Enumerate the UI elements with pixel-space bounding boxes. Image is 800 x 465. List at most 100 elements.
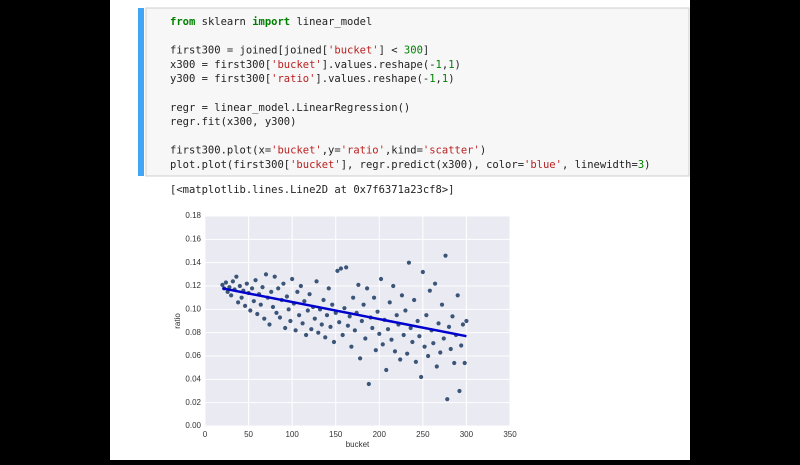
scatter-point bbox=[391, 283, 396, 289]
scatter-point bbox=[276, 286, 281, 291]
code-line: y300 = first300['ratio'].values.reshape(… bbox=[170, 73, 455, 85]
y-tick-label: 0.06 bbox=[185, 351, 201, 360]
scatter-point bbox=[286, 307, 291, 312]
cell-selection-bar bbox=[138, 8, 144, 176]
scatter-point bbox=[230, 279, 235, 284]
scatter-point bbox=[375, 309, 380, 314]
scatter-point bbox=[220, 282, 225, 287]
scatter-point bbox=[412, 297, 417, 303]
code-line: plot.plot(first300['bucket'], regr.predi… bbox=[170, 159, 650, 171]
scatter-point bbox=[455, 293, 460, 298]
x-tick-label: 50 bbox=[244, 430, 253, 439]
scatter-point bbox=[331, 339, 337, 345]
plot-area bbox=[205, 216, 510, 426]
scatter-point bbox=[457, 388, 462, 394]
scatter-point bbox=[358, 356, 363, 361]
scatter-point bbox=[251, 299, 256, 304]
x-tick-label: 100 bbox=[285, 430, 299, 439]
scatter-point bbox=[405, 351, 410, 356]
scatter-point bbox=[227, 285, 232, 290]
scatter-point bbox=[443, 253, 448, 258]
code-line: regr.fit(x300, y300) bbox=[170, 116, 296, 128]
x-tick-label: 300 bbox=[460, 430, 474, 439]
code-line: regr = linear_model.LinearRegression() bbox=[170, 102, 410, 114]
scatter-point bbox=[448, 346, 453, 352]
scatter-point bbox=[419, 374, 424, 380]
scatter-point bbox=[420, 269, 425, 275]
scatter-point bbox=[392, 349, 398, 354]
scatter-point bbox=[356, 282, 361, 287]
scatter-point bbox=[384, 367, 389, 373]
regression-line bbox=[222, 287, 467, 338]
scatter-point bbox=[370, 325, 375, 331]
scatter-point bbox=[347, 314, 352, 319]
y-tick-label: 0.18 bbox=[185, 211, 201, 220]
scatter-point bbox=[438, 350, 443, 355]
scatter-point bbox=[249, 286, 255, 291]
y-tick-label: 0.02 bbox=[185, 398, 201, 407]
scatter-point bbox=[424, 313, 429, 318]
scatter-point bbox=[427, 288, 432, 293]
scatter-point bbox=[403, 308, 408, 313]
scatter-point bbox=[255, 311, 260, 317]
scatter-point bbox=[436, 321, 441, 326]
scatter-point bbox=[446, 324, 452, 329]
scatter-point bbox=[260, 285, 265, 290]
scatter-point bbox=[445, 397, 450, 402]
scatter-point bbox=[283, 325, 288, 331]
y-axis-label: ratio bbox=[173, 313, 182, 329]
x-tick-label: 250 bbox=[416, 430, 430, 439]
scatter-point bbox=[399, 293, 405, 298]
scatter-point bbox=[328, 324, 333, 329]
scatter-point bbox=[389, 337, 394, 342]
scatter-point bbox=[398, 357, 403, 362]
scatter-point bbox=[464, 318, 469, 324]
scatter-point bbox=[340, 332, 345, 338]
cell-output: [<matplotlib.lines.Line2D at 0x7f6371a23… bbox=[170, 184, 454, 196]
scatter-point bbox=[298, 283, 303, 289]
scatter-point bbox=[408, 325, 413, 331]
scatter-point bbox=[361, 302, 366, 307]
scatter-point bbox=[352, 328, 357, 333]
scatter-point bbox=[431, 341, 436, 346]
scatter-point bbox=[305, 308, 310, 313]
y-tick-label: 0.16 bbox=[185, 234, 201, 243]
scatter-point bbox=[366, 381, 371, 387]
scatter-point bbox=[284, 294, 290, 299]
scatter-point bbox=[378, 276, 384, 282]
scatter-point bbox=[288, 318, 293, 324]
scatter-point bbox=[417, 334, 422, 339]
scatter-point bbox=[300, 321, 305, 326]
scatter-point bbox=[314, 279, 319, 284]
scatter-point bbox=[258, 302, 263, 307]
scatter-point bbox=[377, 331, 382, 336]
y-tick-label: 0.12 bbox=[185, 281, 201, 290]
code-line: from sklearn import linear_model bbox=[170, 16, 372, 28]
scatter-point bbox=[307, 292, 312, 297]
scatter-point bbox=[439, 302, 445, 307]
scatter-point bbox=[345, 323, 351, 328]
scatter-point bbox=[290, 276, 295, 282]
code-cell[interactable] bbox=[145, 7, 690, 177]
code-line: x300 = first300['bucket'].values.reshape… bbox=[170, 59, 461, 71]
code-line: first300 = joined[joined['bucket'] < 300… bbox=[170, 45, 429, 57]
scatter-point bbox=[351, 295, 356, 300]
scatter-point bbox=[441, 336, 446, 341]
scatter-point bbox=[349, 344, 354, 349]
scatter-point bbox=[302, 299, 307, 304]
scatter-point bbox=[236, 300, 241, 305]
scatter-point bbox=[321, 297, 326, 303]
x-tick-label: 350 bbox=[503, 430, 517, 439]
scatter-point bbox=[263, 272, 269, 277]
scatter-point bbox=[425, 353, 431, 359]
scatter-point bbox=[406, 260, 412, 265]
scatter-point bbox=[459, 343, 464, 348]
scatter-point bbox=[434, 364, 439, 369]
scatter-point bbox=[319, 322, 324, 327]
scatter-point bbox=[248, 308, 253, 313]
scatter-point bbox=[293, 328, 298, 333]
scatter-point bbox=[460, 322, 466, 327]
scatter-point bbox=[330, 302, 335, 307]
scatter-point bbox=[363, 336, 368, 341]
